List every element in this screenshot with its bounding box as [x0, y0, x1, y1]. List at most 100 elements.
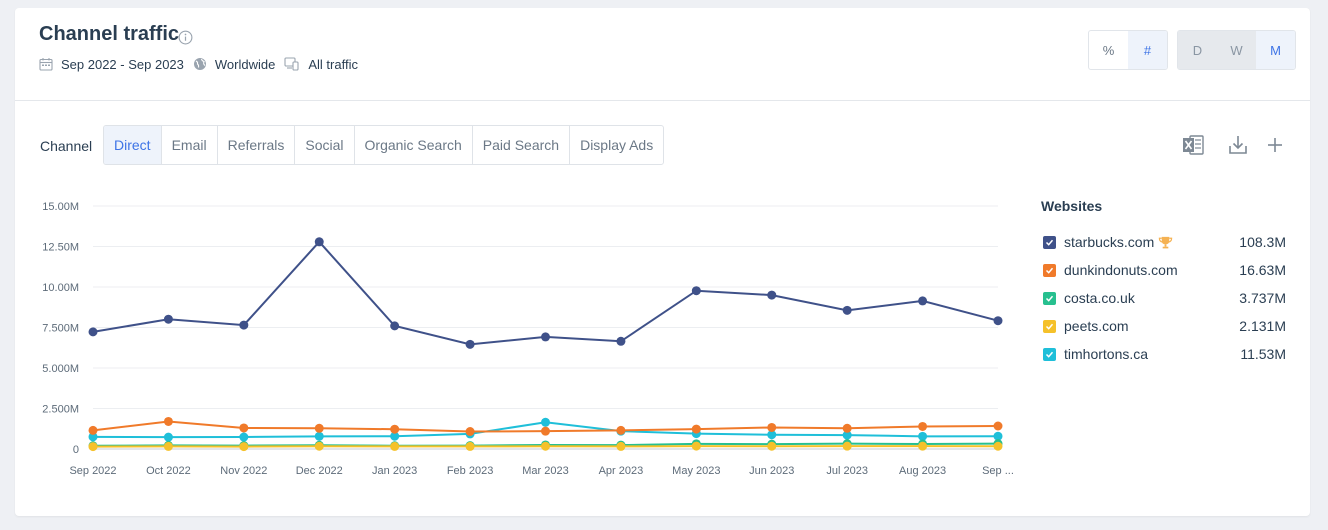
page-title: Channel traffic	[39, 23, 180, 45]
data-point	[541, 332, 550, 342]
data-point	[239, 432, 249, 442]
card-header: Channel traffic Sep 2022 - Sep 2023	[15, 8, 1310, 101]
tab-display-ads[interactable]: Display Ads	[580, 137, 654, 153]
legend-value: 11.53M	[1240, 346, 1286, 362]
legend-item[interactable]: dunkindonuts.com 16.63M	[1041, 256, 1286, 284]
download-icon[interactable]	[1226, 133, 1250, 157]
data-point	[918, 421, 928, 431]
x-tick-label: Oct 2022	[146, 465, 191, 477]
calendar-icon	[39, 58, 53, 71]
data-point	[616, 425, 626, 435]
legend-site-name: timhortons.ca	[1064, 346, 1149, 362]
data-point	[842, 305, 852, 315]
legend-site-name: peets.com	[1064, 318, 1129, 334]
month-button[interactable]: M	[1256, 31, 1295, 69]
data-point	[993, 316, 1003, 326]
websites-legend: Websites starbucks.com 108.3M dunkindonuts…	[1041, 198, 1286, 368]
excel-icon[interactable]	[1181, 133, 1205, 157]
series-line-starbucks-com	[92, 240, 999, 346]
data-point	[993, 441, 1003, 451]
data-point	[390, 441, 400, 451]
data-point	[691, 441, 701, 451]
filter-meta: Sep 2022 - Sep 2023 Worldwide All traffi…	[39, 55, 367, 73]
data-point	[88, 327, 98, 337]
data-point	[842, 430, 852, 440]
tab-paid-search[interactable]: Paid Search	[473, 126, 571, 164]
legend-item[interactable]: costa.co.uk 3.737M	[1041, 284, 1286, 312]
data-point	[314, 431, 324, 441]
data-point	[88, 432, 98, 442]
y-tick-label: 5.000M	[42, 363, 79, 375]
data-point	[918, 296, 928, 306]
data-point	[390, 431, 400, 441]
date-range[interactable]: Sep 2022 - Sep 2023	[39, 57, 184, 72]
x-tick-label: Sep ...	[982, 465, 1014, 477]
x-tick-label: Feb 2023	[447, 465, 493, 477]
data-point	[691, 424, 701, 434]
legend-item[interactable]: timhortons.ca 11.53M	[1041, 340, 1286, 368]
info-icon[interactable]	[178, 30, 193, 45]
date-range-text: Sep 2022 - Sep 2023	[61, 56, 184, 72]
week-button[interactable]: W	[1217, 31, 1256, 69]
traffic-type-text: All traffic	[308, 56, 358, 72]
x-tick-label: Sep 2022	[69, 465, 116, 477]
legend-site-name: starbucks.com	[1064, 234, 1155, 250]
legend-site-name: costa.co.uk	[1064, 290, 1135, 306]
data-point	[767, 441, 777, 451]
data-point	[541, 426, 550, 436]
data-point	[465, 339, 475, 349]
data-point	[314, 237, 324, 247]
granularity-toggle: D W M	[1177, 30, 1296, 70]
tab-social[interactable]: Social	[295, 126, 355, 164]
x-tick-label: Jan 2023	[372, 465, 417, 477]
legend-item[interactable]: peets.com 2.131M	[1041, 312, 1286, 340]
x-tick-label: Nov 2022	[220, 465, 267, 477]
x-tick-label: May 2023	[672, 465, 720, 477]
x-tick-label: Jul 2023	[826, 465, 868, 477]
region[interactable]: Worldwide	[193, 57, 275, 72]
tab-referrals[interactable]: Referrals	[218, 126, 296, 164]
data-point	[88, 442, 98, 452]
tab-email[interactable]: Email	[162, 126, 218, 164]
data-point	[842, 441, 852, 451]
data-point	[918, 431, 928, 441]
data-point	[465, 427, 475, 437]
data-point	[163, 314, 173, 324]
data-point	[163, 416, 173, 426]
number-button[interactable]: #	[1128, 31, 1167, 69]
x-tick-label: Jun 2023	[749, 465, 794, 477]
y-tick-label: 12.50M	[42, 242, 79, 254]
metric-toggle: % #	[1088, 30, 1168, 70]
data-point	[390, 321, 400, 331]
checkbox[interactable]	[1043, 319, 1056, 333]
data-point	[163, 432, 173, 442]
checkbox[interactable]	[1043, 347, 1056, 361]
x-tick-label: Mar 2023	[522, 465, 568, 477]
legend-site-name: dunkindonuts.com	[1064, 262, 1178, 278]
data-point	[918, 441, 928, 451]
percent-button[interactable]: %	[1102, 42, 1115, 58]
x-tick-label: Dec 2022	[296, 465, 343, 477]
legend-item[interactable]: starbucks.com 108.3M	[1041, 228, 1286, 256]
plus-icon[interactable]	[1263, 133, 1287, 157]
data-point	[993, 431, 1003, 441]
data-point	[767, 290, 777, 300]
data-point	[314, 441, 324, 451]
data-point	[88, 425, 98, 435]
x-tick-label: Aug 2023	[899, 465, 946, 477]
traffic-line-chart: 0 2.500M 5.000M 7.500M 10.00M 12.50M 15.00M Sep…	[42, 201, 1014, 477]
y-tick-label: 0	[73, 444, 79, 456]
checkbox[interactable]	[1043, 263, 1056, 277]
tab-direct[interactable]: Direct	[104, 126, 162, 164]
tab-organic-search[interactable]: Organic Search	[355, 126, 473, 164]
data-point	[616, 441, 626, 451]
legend-value: 3.737M	[1239, 290, 1286, 306]
traffic-type[interactable]: All traffic	[284, 57, 358, 72]
checkbox[interactable]	[1043, 235, 1056, 249]
day-button[interactable]: D	[1178, 31, 1217, 69]
trophy-icon	[1159, 236, 1173, 248]
checkbox[interactable]	[1043, 291, 1056, 305]
data-point	[767, 430, 777, 440]
data-point	[842, 423, 852, 433]
devices-icon	[284, 57, 299, 71]
